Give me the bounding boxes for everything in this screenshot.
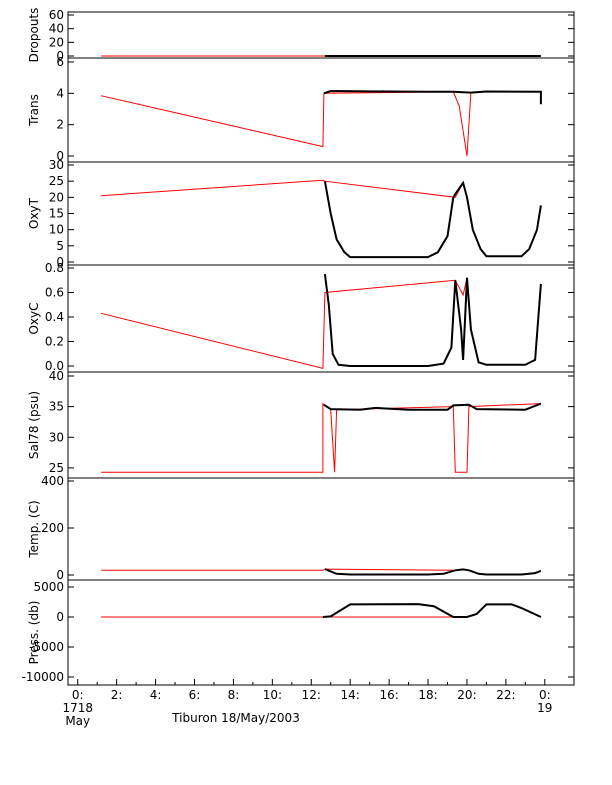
x-tick-label: 20: (457, 688, 476, 702)
y-tick-label: 0 (56, 49, 64, 63)
y-axis-label: Temp. (C) (27, 500, 41, 558)
y-tick-label: -10000 (21, 670, 64, 684)
x-tick-label: 4: (150, 688, 162, 702)
y-tick-label: 25 (49, 461, 64, 475)
x-tick-label: 16: (379, 688, 398, 702)
panel-3: 30 25 20 15 10 5 0 OxyT (27, 158, 575, 269)
x-tick-label: 8: (228, 688, 240, 702)
y-tick-label: 5 (56, 239, 64, 253)
y-tick-label: 200 (41, 521, 64, 535)
y-tick-label: 5000 (33, 580, 64, 594)
x-axis-caption: Tiburon 18/May/2003 (171, 711, 300, 725)
panel-frame (67, 161, 575, 266)
panel-frame (67, 477, 575, 581)
y-tick-label: 35 (49, 400, 64, 414)
y-tick-label: 0 (56, 149, 64, 163)
y-tick-label: 30 (49, 430, 64, 444)
y-tick-label: 40 (49, 369, 64, 383)
y-tick-label: 40 (49, 22, 64, 36)
y-tick-label: 6 (56, 55, 64, 69)
series-line-red (100, 277, 468, 370)
y-axis-label: Trans (27, 94, 41, 127)
x-axis: 0: 2: 4: 6: 8: 10: 12: 14: 16: 18: 20: 22: 0:1718May… (62, 679, 552, 728)
panel-2: 6 4 2 0 Trans (27, 55, 575, 163)
y-tick-label: 2 (56, 118, 64, 132)
x-tick-label: 18: (418, 688, 437, 702)
x-tick-label: 10: (263, 688, 282, 702)
x-tick-label: 14: (341, 688, 360, 702)
y-tick-label: 400 (41, 474, 64, 488)
y-axis-label: Sal78 (psu) (27, 391, 41, 459)
series-line-red (100, 91, 472, 157)
panel-6: 400 200 0 Temp. (C) (27, 474, 575, 582)
y-tick-label: 0.0 (45, 359, 64, 373)
panel-frame (67, 264, 575, 373)
y-tick-label: 0 (56, 610, 64, 624)
x-tick-label: 12: (302, 688, 321, 702)
y-axis-label: Press. (db) (27, 601, 41, 665)
y-tick-label: 0.8 (45, 261, 64, 275)
y-tick-label: 60 (49, 8, 64, 22)
x-tick-label: 22: (496, 688, 515, 702)
panel-4: 0.8 0.6 0.4 0.2 0.0 OxyC (27, 261, 575, 373)
panel-7: 5000 0 -5000 -10000 Press. (db) (21, 579, 575, 686)
y-tick-label: 10 (49, 223, 64, 237)
y-tick-label: 0 (56, 568, 64, 582)
series-line-black (322, 603, 542, 618)
series-line-black (323, 402, 542, 411)
x-tick-label: 0: (539, 688, 551, 702)
x-date-label: 1718 (62, 701, 93, 715)
panel-frame (67, 579, 575, 686)
x-date-month-label: May (65, 714, 90, 728)
series-line-black (323, 273, 542, 367)
x-tick-label: 0: (72, 688, 84, 702)
x-tick-label: 6: (189, 688, 201, 702)
panel-frame (67, 11, 575, 59)
y-tick-label: 20 (49, 190, 64, 204)
y-tick-label: 0.2 (45, 335, 64, 349)
panel-5: 40 35 30 25 Sal78 (psu) (27, 369, 575, 479)
y-tick-label: 4 (56, 86, 64, 100)
y-tick-label: 30 (49, 158, 64, 172)
y-tick-label: 15 (49, 207, 64, 221)
y-axis-label: OxyC (27, 302, 41, 334)
series-line-black (323, 180, 542, 259)
y-axis-label: OxyT (27, 197, 41, 229)
series-line-black (323, 89, 542, 105)
series-line-red (101, 402, 541, 473)
y-tick-label: 0.4 (45, 310, 64, 324)
y-axis-label: Dropouts (27, 8, 41, 63)
y-tick-label: -5000 (29, 640, 64, 654)
y-tick-label: 0 (56, 255, 64, 269)
series-line-red (101, 568, 468, 571)
y-tick-label: 0.6 (45, 286, 64, 300)
x-tick-label: 2: (111, 688, 123, 702)
series-line-red (101, 179, 464, 198)
series-line-black (324, 568, 542, 576)
x-date-label: 19 (537, 701, 552, 715)
y-tick-label: 20 (49, 35, 64, 49)
panel-frame (67, 371, 575, 479)
y-tick-label: 25 (49, 174, 64, 188)
